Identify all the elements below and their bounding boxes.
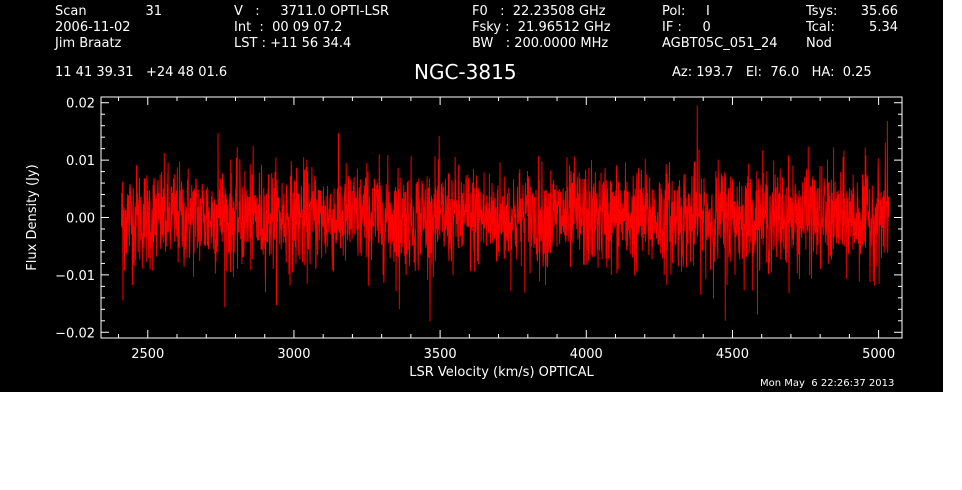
project-id: AGBT05C_051_24 — [662, 36, 778, 51]
spectrum-plot-panel: Scan 31 2006-11-02 Jim Braatz V : 3711.0… — [0, 0, 943, 392]
x-axis-label: LSR Velocity (km/s) OPTICAL — [409, 365, 594, 380]
x-tick-label: 3500 — [424, 347, 457, 362]
y-tick-label: 0.01 — [66, 154, 95, 169]
integration-time: Int : 00 09 07.2 — [234, 20, 343, 35]
sky-frequency: Fsky : 21.96512 GHz — [472, 20, 611, 35]
tcal-label: Tcal: — [806, 20, 835, 35]
rest-frequency: F0 : 22.23508 GHz — [472, 4, 606, 19]
scan-label: Scan — [55, 4, 87, 19]
polarization: Pol: I — [662, 4, 710, 19]
plot-timestamp: Mon May 6 22:26:37 2013 — [760, 378, 895, 389]
tsys-value: 35.66 — [860, 4, 898, 19]
tsys-label: Tsys: — [806, 4, 838, 19]
spectrum-series-line — [121, 105, 890, 322]
observation-date: 2006-11-02 — [55, 20, 131, 35]
source-coordinates: 11 41 39.31 +24 48 01.6 — [55, 65, 228, 80]
x-tick-label: 3000 — [277, 347, 310, 362]
y-axis-label: Flux Density (Jy) — [25, 164, 40, 270]
x-tick-label: 4000 — [570, 347, 603, 362]
bandwidth: BW : 200.0000 MHz — [472, 36, 609, 51]
y-tick-label: 0.02 — [66, 97, 95, 112]
y-tick-label: −0.02 — [55, 326, 95, 341]
x-tick-label: 4500 — [716, 347, 749, 362]
observer-name: Jim Braatz — [55, 36, 122, 51]
y-tick-label: −0.01 — [55, 269, 95, 284]
spectrum-chart: 2500 3000 3500 4000 4500 5000 −0.02 −0.01 0.00 0.… — [25, 96, 903, 380]
if-number: IF : 0 — [662, 20, 711, 35]
y-tick-label: 0.00 — [66, 212, 95, 227]
x-tick-label: 2500 — [131, 347, 164, 362]
pointing-info: Az: 193.7 El: 76.0 HA: 0.25 — [672, 65, 872, 80]
scan-number: 31 — [145, 4, 162, 19]
velocity-info: V : 3711.0 OPTI-LSR — [234, 4, 390, 19]
source-name: NGC-3815 — [414, 60, 517, 84]
x-tick-label: 5000 — [862, 347, 895, 362]
observing-mode: Nod — [806, 36, 832, 51]
lst-info: LST : +11 56 34.4 — [234, 36, 352, 51]
tcal-value: 5.34 — [869, 20, 898, 35]
